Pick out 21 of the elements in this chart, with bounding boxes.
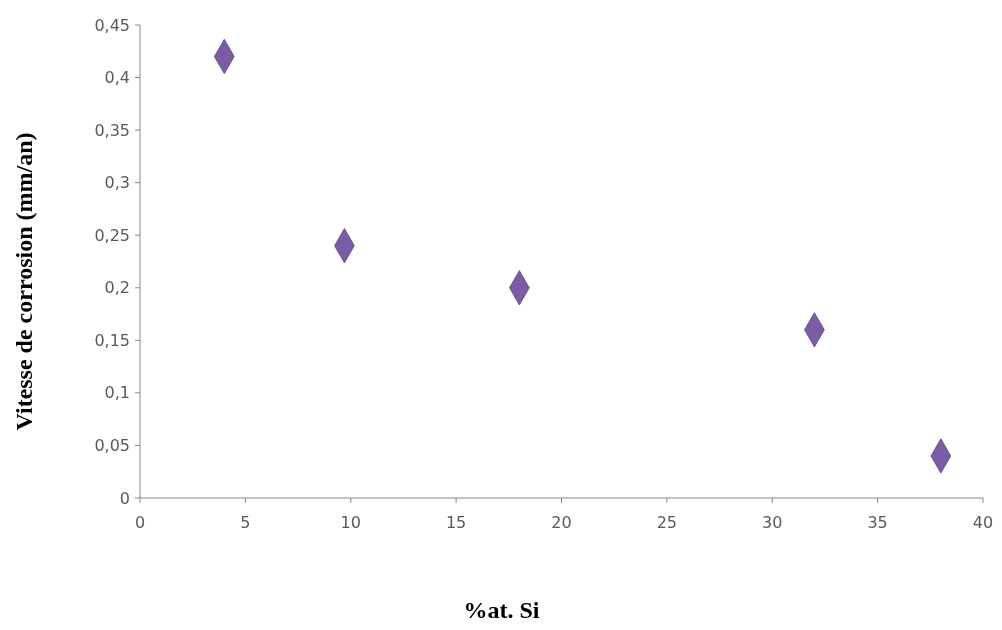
x-tick-label: 20	[551, 513, 572, 532]
y-axis-title: Vitesse de corrosion (mm/an)	[11, 132, 37, 431]
x-tick-label: 10	[340, 513, 361, 532]
x-tick-label: 15	[445, 513, 467, 532]
y-tick-label: 0,2	[104, 278, 130, 298]
x-tick-label: 40	[972, 513, 994, 532]
y-tick-label: 0,15	[94, 330, 130, 350]
y-tick-label: 0,05	[94, 436, 130, 456]
y-tick-label: 0,35	[94, 120, 130, 140]
x-tick-label: 30	[762, 513, 783, 532]
y-tick-label: 0	[119, 488, 130, 508]
y-tick-label: 0,1	[104, 383, 130, 403]
x-tick-label: 0	[134, 513, 146, 532]
y-tick-label: 0,4	[104, 68, 130, 88]
x-tick-label: 35	[867, 513, 888, 532]
y-tick-label: 0,45	[94, 15, 130, 35]
y-tick-label: 0,3	[104, 173, 130, 193]
x-tick-label: 25	[656, 513, 678, 532]
x-tick-label: 5	[240, 513, 251, 532]
x-axis-title: %at. Si	[463, 597, 540, 623]
y-tick-label: 0,25	[94, 225, 130, 245]
